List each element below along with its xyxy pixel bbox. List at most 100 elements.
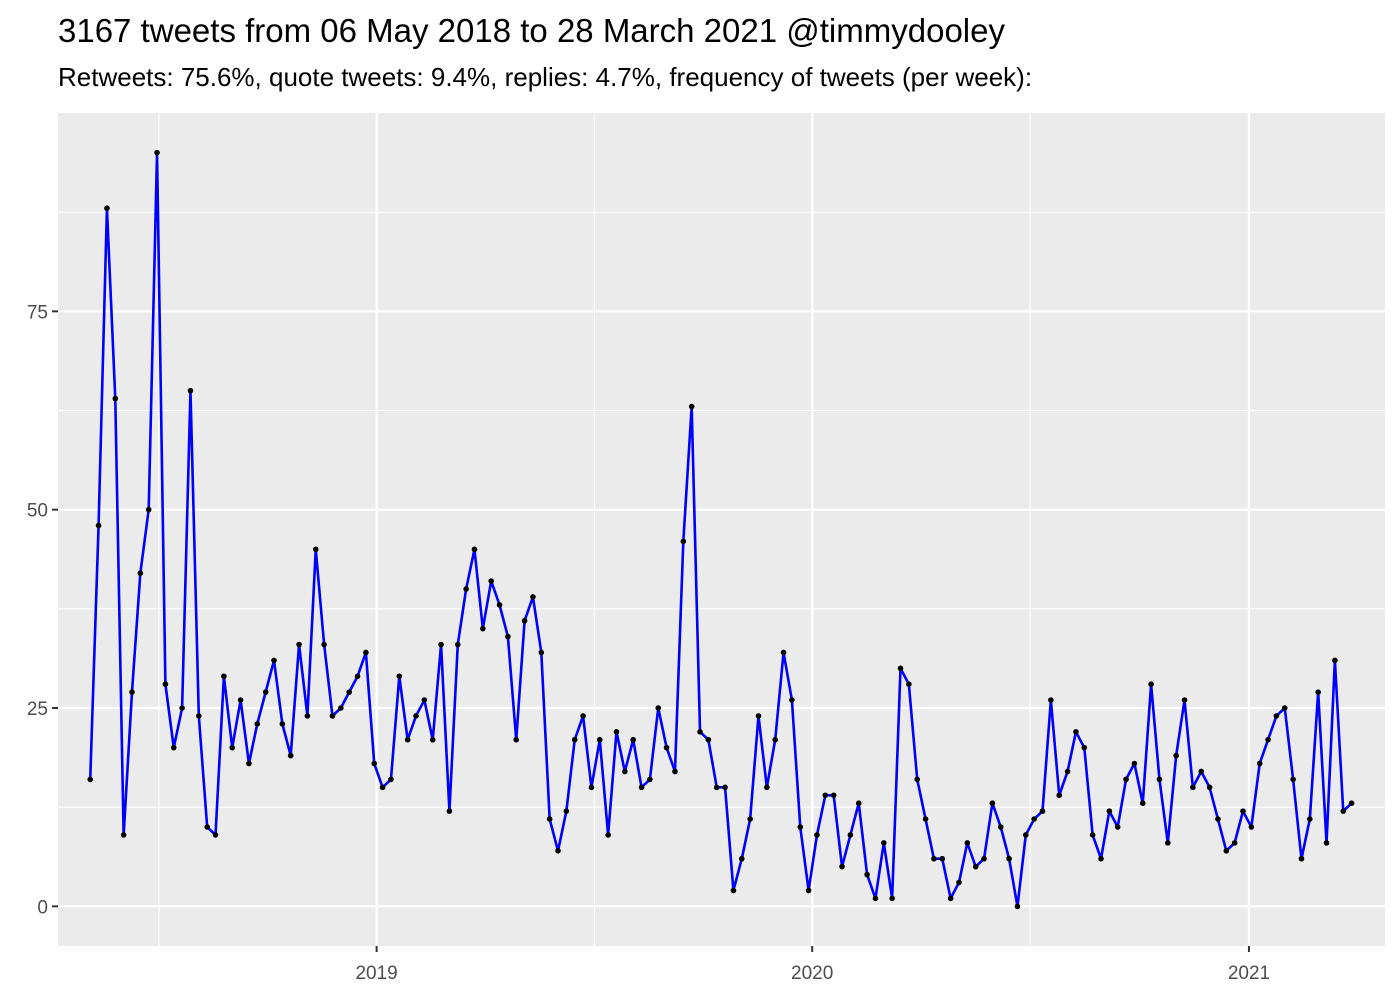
data-point	[170, 744, 177, 751]
data-point	[989, 800, 996, 806]
data-point	[705, 736, 712, 743]
data-point	[789, 697, 795, 703]
data-point	[1248, 824, 1255, 830]
data-point	[947, 895, 954, 902]
data-point	[287, 752, 294, 759]
data-point	[1148, 681, 1154, 687]
data-point	[546, 816, 553, 822]
data-point	[964, 840, 971, 846]
data-point	[1307, 816, 1313, 822]
data-point	[1181, 697, 1188, 703]
y-tick-label: 75	[27, 302, 48, 323]
data-point	[880, 840, 887, 846]
y-axis: 0 25 50 75	[27, 302, 58, 918]
data-point	[738, 855, 745, 862]
data-point	[1206, 784, 1213, 791]
data-point	[229, 744, 236, 751]
data-point	[571, 736, 578, 743]
data-point	[521, 617, 528, 624]
data-point	[338, 705, 344, 711]
data-point	[764, 784, 770, 791]
data-point	[555, 848, 561, 854]
data-point	[196, 713, 202, 719]
data-point	[538, 649, 545, 656]
data-point	[413, 713, 419, 719]
data-point	[145, 506, 152, 513]
data-point	[922, 816, 929, 822]
data-point	[638, 784, 645, 791]
data-point	[772, 736, 779, 743]
y-tick-label: 50	[27, 501, 48, 522]
data-point	[897, 665, 904, 672]
data-point	[471, 546, 478, 553]
data-point	[246, 760, 252, 767]
data-point	[1340, 808, 1347, 814]
data-point	[254, 721, 261, 727]
data-point	[312, 546, 319, 553]
data-point	[112, 395, 119, 402]
data-point	[914, 776, 921, 783]
y-tick-label: 25	[27, 699, 48, 720]
data-point	[262, 689, 269, 695]
data-point	[797, 824, 804, 830]
data-points	[87, 149, 1355, 910]
data-point	[1198, 768, 1205, 775]
data-point	[204, 824, 210, 830]
y-tick-label: 0	[37, 897, 48, 918]
data-point	[354, 673, 361, 680]
x-tick-label: 2019	[355, 963, 397, 984]
data-point	[972, 863, 979, 870]
data-point	[1098, 855, 1104, 862]
data-point	[722, 784, 728, 791]
data-point	[1332, 657, 1338, 664]
data-point	[889, 895, 895, 902]
data-point	[421, 697, 428, 703]
data-point	[137, 570, 144, 576]
major-gridlines	[58, 113, 1385, 946]
data-point	[1323, 840, 1330, 846]
data-point	[1281, 705, 1288, 711]
data-point	[1014, 903, 1021, 910]
data-point	[1039, 808, 1046, 814]
data-point	[1173, 752, 1179, 759]
data-point	[429, 736, 436, 743]
data-point	[563, 808, 570, 814]
data-point	[1256, 760, 1263, 767]
data-point	[120, 832, 127, 838]
data-point	[279, 721, 286, 727]
data-point	[179, 705, 185, 711]
data-point	[1031, 816, 1037, 822]
data-point	[814, 832, 820, 838]
data-point	[1056, 792, 1063, 799]
data-point	[1298, 855, 1305, 862]
data-point	[830, 792, 837, 799]
data-point	[596, 736, 603, 743]
data-point	[221, 673, 227, 680]
data-point	[780, 649, 787, 656]
data-point	[997, 824, 1004, 830]
data-point	[321, 641, 327, 648]
data-point	[713, 784, 720, 791]
data-point	[396, 673, 403, 680]
x-tick-label: 2021	[1228, 963, 1270, 984]
x-axis: 2019 2020 2021	[355, 946, 1270, 984]
data-point	[162, 681, 169, 687]
data-point	[129, 689, 135, 695]
data-point	[1240, 808, 1246, 814]
data-point	[630, 736, 636, 743]
data-point	[513, 736, 520, 743]
data-point	[480, 625, 486, 632]
data-point	[530, 594, 536, 600]
data-point	[438, 641, 444, 648]
data-point	[1315, 689, 1321, 695]
data-point	[730, 887, 737, 894]
data-point	[1048, 697, 1054, 703]
data-point	[1190, 784, 1196, 791]
data-point	[1156, 776, 1163, 783]
data-point	[1290, 776, 1296, 783]
data-point	[580, 713, 586, 719]
data-point	[981, 855, 987, 862]
data-point	[1064, 768, 1071, 775]
data-point	[454, 641, 461, 648]
